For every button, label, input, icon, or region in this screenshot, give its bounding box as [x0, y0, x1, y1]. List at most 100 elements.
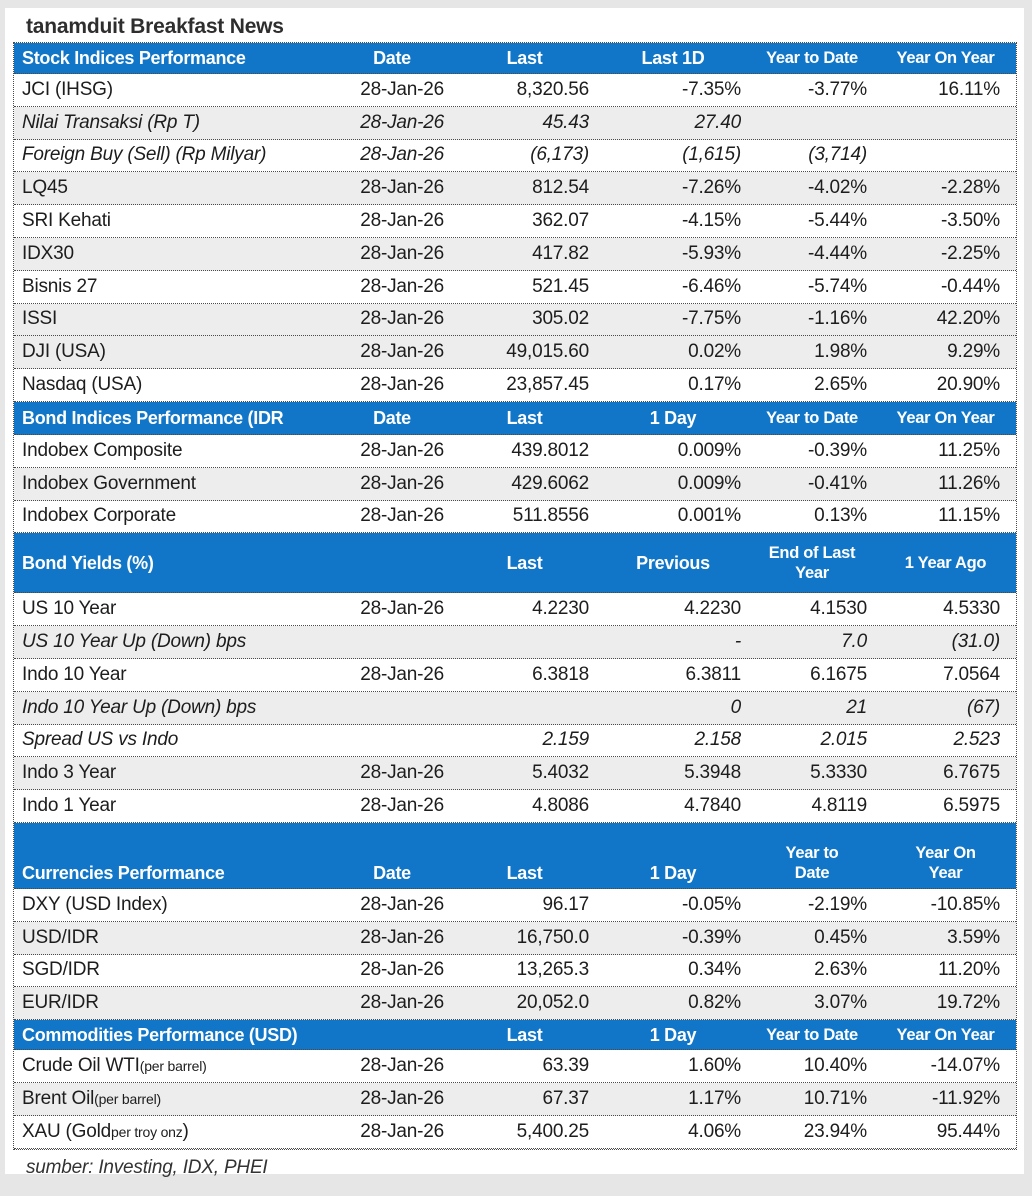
row-label: Bisnis 27: [14, 271, 332, 303]
cell-value: 5.3330: [810, 762, 867, 784]
cell-value: 6.5975: [943, 795, 1000, 817]
row-label: JCI (IHSG): [14, 74, 332, 106]
section-title: Stock Indices Performance: [14, 43, 332, 73]
header-label-line: Last: [506, 407, 543, 428]
cell-value: 4.8119: [811, 795, 867, 817]
cell-value: 95.44%: [936, 1120, 1000, 1142]
cell-value: 417.82: [532, 242, 589, 264]
row-label-text: Nilai Transaksi (Rp T): [22, 111, 200, 133]
row-label: USD/IDR: [14, 922, 332, 954]
cell-value: 20.90%: [936, 374, 1000, 396]
cell-value: -11.92%: [932, 1087, 1000, 1109]
cell-date: [332, 692, 452, 724]
column-header: Year On Year: [875, 823, 1016, 888]
row-label-text: Indobex Government: [22, 472, 196, 494]
cell-value: 96.17: [542, 893, 589, 915]
row-label-unit: (per barrel): [94, 1090, 161, 1107]
section-header-bond-yields: Bond Yields (%) Last Previous End of Last Ye…: [14, 533, 1016, 594]
header-label-line: 1 Day: [649, 862, 697, 883]
cell-date: 28-Jan-26: [360, 78, 444, 100]
table-row: Indobex Government 28-Jan-26 429.6062 0.009…: [14, 467, 1016, 501]
cell-value: 4.7840: [684, 795, 741, 817]
section-header-bond-indices: Bond Indices Performance (IDR Date Last 1 D…: [14, 401, 1016, 435]
row-label: Indo 3 Year: [14, 757, 332, 789]
table-row: SRI Kehati 28-Jan-26 362.07 -4.15% -5.44% -3.…: [14, 205, 1016, 238]
cell-value: 4.06%: [688, 1120, 741, 1142]
cell-value: 21: [846, 696, 867, 718]
column-header: Year to Date: [749, 823, 875, 888]
cell-date: 28-Jan-26: [360, 341, 444, 363]
cell-value: [875, 107, 1016, 139]
cell-value: 1.98%: [814, 341, 867, 363]
cell-value: -3.77%: [807, 78, 867, 100]
cell-date: 28-Jan-26: [360, 795, 444, 817]
cell-date: 28-Jan-26: [360, 177, 444, 199]
cell-value: 305.02: [532, 308, 589, 330]
column-header: Date: [332, 402, 452, 434]
cell-value: 4.8086: [532, 795, 589, 817]
table-row: Indobex Composite 28-Jan-26 439.8012 0.009%…: [14, 434, 1016, 468]
row-label-text: JCI (IHSG): [22, 78, 113, 100]
column-header: Year to Date: [749, 43, 875, 73]
table-row: Brent Oil (per barrel) 28-Jan-26 67.37 1.17…: [14, 1082, 1016, 1116]
cell-value: 4.1530: [810, 598, 867, 620]
cell-value: 6.1675: [810, 663, 867, 685]
row-label: XAU (Gold per troy onz): [14, 1116, 332, 1148]
column-header: Year to Date: [749, 402, 875, 434]
row-label-text: ): [182, 1120, 189, 1142]
cell-value: (3,714): [808, 144, 867, 166]
column-header: Date: [332, 43, 452, 73]
cell-value: 11.25%: [938, 439, 1000, 461]
cell-value: 67.37: [542, 1087, 589, 1109]
header-label-line: Year to: [785, 843, 839, 862]
cell-value: 7.0: [841, 631, 867, 653]
row-label-text: Bisnis 27: [22, 275, 98, 297]
cell-value: -2.28%: [940, 177, 1000, 199]
cell-date: 28-Jan-26: [360, 472, 444, 494]
row-label: EUR/IDR: [14, 987, 332, 1019]
cell-value: 0.34%: [688, 959, 741, 981]
cell-value: 11.26%: [938, 472, 1000, 494]
header-label-line: 1 Year Ago: [904, 553, 987, 572]
row-label: Indo 10 Year: [14, 659, 332, 691]
table-row: Crude Oil WTI (per barrel) 28-Jan-26 63.39…: [14, 1050, 1016, 1083]
header-label-line: Year On: [915, 843, 976, 862]
row-label-text: EUR/IDR: [22, 992, 99, 1014]
cell-value: 2.63%: [814, 959, 867, 981]
row-label-text: Indo 10 Year Up (Down) bps: [22, 696, 257, 718]
report-table: Stock Indices Performance Date Last Last 1D…: [13, 42, 1017, 1150]
cell-value: 362.07: [532, 210, 589, 232]
row-label-text: XAU (Gold: [22, 1120, 112, 1142]
cell-value: 511.8556: [512, 505, 589, 527]
header-label-line: Year On Year: [896, 49, 995, 67]
cell-value: 9.29%: [947, 341, 1000, 363]
cell-value: [749, 107, 875, 139]
row-label: Nilai Transaksi (Rp T): [14, 107, 332, 139]
section-header-commodities: Commodities Performance (USD) Last 1 Day Ye…: [14, 1020, 1016, 1051]
row-label-text: Indo 10 Year: [22, 663, 127, 685]
table-row: Nasdaq (USA) 28-Jan-26 23,857.45 0.17% 2.65%…: [14, 369, 1016, 402]
cell-value: -6.46%: [681, 275, 741, 297]
table-row: SGD/IDR 28-Jan-26 13,265.3 0.34% 2.63% 11.20%: [14, 954, 1016, 988]
cell-date: [332, 626, 452, 658]
row-label: Indo 1 Year: [14, 790, 332, 822]
table-row: Nilai Transaksi (Rp T) 28-Jan-26 45.43 27.4…: [14, 106, 1016, 140]
cell-value: 0.13%: [814, 505, 867, 527]
table-row: Indo 3 Year 28-Jan-26 5.4032 5.3948 5.3330 6.…: [14, 757, 1016, 791]
column-header: Year On Year: [875, 43, 1016, 73]
cell-value: 0.45%: [814, 926, 867, 948]
cell-value: (31.0): [951, 631, 1001, 653]
column-header: Year On Year: [875, 402, 1016, 434]
cell-value: 19.72%: [936, 992, 1000, 1014]
header-label-line: Bond Indices Performance (IDR: [22, 407, 284, 428]
section-header-stock-indices: Stock Indices Performance Date Last Last 1D…: [14, 43, 1016, 74]
cell-value: 4.2230: [532, 598, 589, 620]
cell-value: [452, 626, 597, 658]
column-header: End of Last Year: [749, 533, 875, 592]
row-label-text: DJI (USA): [22, 341, 106, 363]
cell-value: -2.19%: [807, 893, 867, 915]
header-label-line: Last: [506, 1024, 543, 1045]
table-row: Indo 10 Year 28-Jan-26 6.3818 6.3811 6.1675 7…: [14, 658, 1016, 692]
table-row: Indobex Corporate 28-Jan-26 511.8556 0.001%…: [14, 500, 1016, 534]
cell-value: 1.60%: [688, 1055, 741, 1077]
